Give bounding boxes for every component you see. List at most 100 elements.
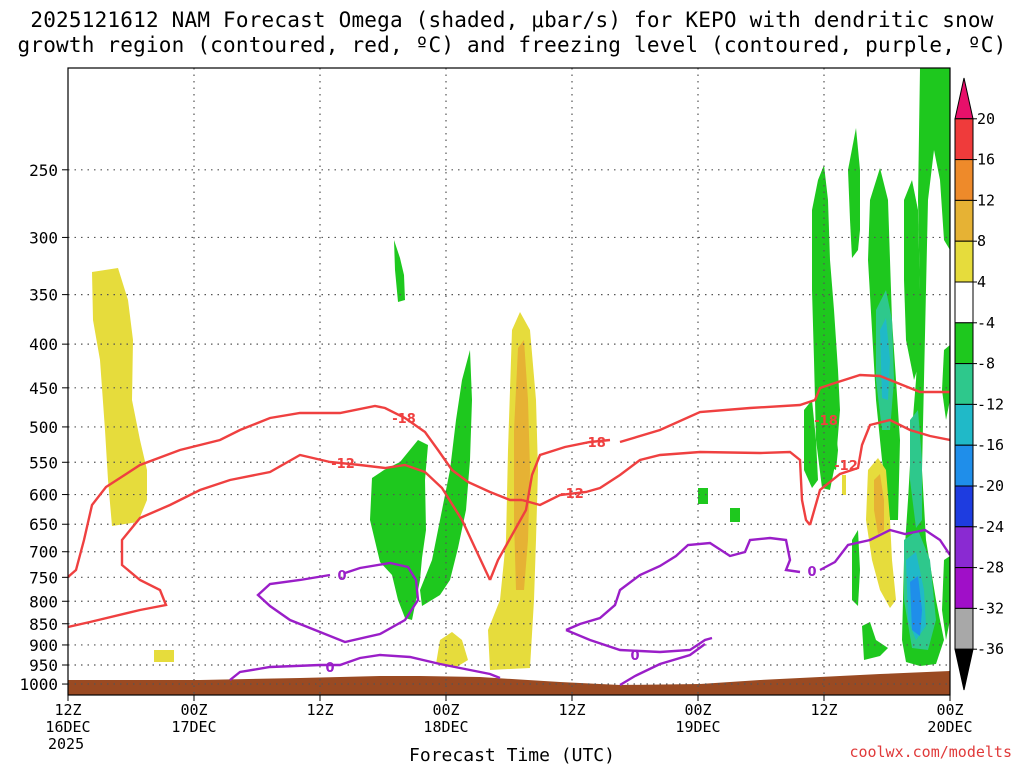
colorbar-label: 8 [977,232,986,250]
omega-shade-descent-9 [904,180,920,380]
contour-label: -12 [560,487,584,502]
y-tick-label: 350 [29,286,58,305]
omega-shade-descent-15 [942,345,950,420]
y-tick-label: 400 [29,335,58,354]
colorbar-segment [954,648,974,691]
y-tick-label: 1000 [19,675,58,694]
y-tick-label: 750 [29,568,58,587]
omega-shading [92,68,950,670]
omega-shade-descent-14 [862,622,888,660]
contour-label: 0 [807,565,816,580]
freezing-contour-5 [819,528,950,572]
omega-shade-ascent-2 [488,312,538,670]
freezing-contour-4 [565,628,713,654]
omega-shade-descent-6 [812,165,840,490]
omega-shade-ascent-3 [514,340,530,590]
y-tick-label: 550 [29,453,58,472]
freezing-contour-1 [256,561,420,644]
colorbar-segment [954,240,974,283]
terrain-fill [68,671,950,695]
omega-shade-descent-3 [420,350,472,606]
y-tick-label: 900 [29,636,58,655]
colorbar-segment [954,281,974,324]
y-tick-label: 600 [29,486,58,505]
colorbar-segment [954,199,974,242]
omega-shade-ascent-6 [874,474,884,534]
colorbar-label: -32 [977,599,1004,617]
x-tick-label: 16DEC [45,718,90,736]
colorbar: 20 16 12 8 4 -4 -8 -12 -16 -20 -24 -28 -32 -36 [954,77,1004,691]
colorbar-label: 4 [977,273,986,291]
red-isotherms [68,373,950,629]
x-tick-label: 00Z [180,701,207,719]
x-axis-label: Forecast Time (UTC) [409,745,615,766]
contour-label: -18 [392,412,416,427]
colorbar-label: -4 [977,314,995,332]
colorbar-label: -28 [977,559,1004,577]
colorbar-segment [954,363,974,405]
omega-shade-descent-7 [848,128,860,258]
omega-shade-strong-descent-2 [910,410,922,528]
contour-label: -12 [834,459,858,474]
y-tick-label: 700 [29,543,58,562]
contour-label: -12 [331,457,355,472]
isotherm-minus12-right [808,418,950,526]
colorbar-label: 12 [977,191,995,209]
x-tick-label: 12Z [558,701,585,719]
colorbar-label: -20 [977,477,1004,495]
y-tick-label: 250 [29,161,58,180]
colorbar-label: 16 [977,151,995,169]
isotherm-minus18-left [68,404,522,578]
y-axis: 250 300 350 400 450 500 550 600 650 700 750 800 850 9… [19,161,68,694]
isotherm-minus12-center [488,438,611,581]
freezing-contour-6 [619,643,706,687]
colorbar-segment [954,403,974,446]
omega-shade-descent-13 [852,530,860,606]
omega-shade-strongest-descent [910,576,922,636]
contour-labels: -18 -12 -12 -18 -12 -18 0 0 0 0 [325,412,858,676]
plot-frame [67,67,951,696]
y-tick-label: 450 [29,379,58,398]
y-tick-label: 800 [29,592,58,611]
x-tick-label: 00Z [432,701,459,719]
x-tick-label: 12Z [810,701,837,719]
purple-freezing-level [229,528,950,687]
freezing-contour-2 [229,653,501,681]
y-tick-label: 300 [29,228,58,247]
y-tick-label: 650 [29,515,58,534]
omega-shade-ascent-5 [866,458,896,608]
colorbar-segment [954,444,974,487]
colorbar-segment [954,159,974,201]
colorbar-segment [954,526,974,569]
omega-shade-ascent-4 [436,632,468,668]
freezing-contour-3 [565,536,801,632]
omega-shade-descent-16 [942,556,950,640]
x-tick-label: 00Z [936,701,963,719]
contour-label: 0 [325,661,334,676]
colorbar-segment [954,485,974,528]
colorbar-segment [954,118,974,161]
omega-shade-ascent-7 [842,475,846,495]
isotherm-minus18-top [619,373,950,444]
colorbar-segment [954,322,974,365]
isotherm-minus18-center [521,450,811,526]
x-tick-label: 18DEC [423,718,468,736]
y-tick-label: 500 [29,418,58,437]
credit-text: coolwx.com/modelts [849,743,1012,761]
contour-label: 0 [630,649,639,664]
omega-shade-descent-5 [730,508,740,522]
omega-shade-descent-10 [902,68,950,666]
x-tick-label: 17DEC [171,718,216,736]
contour-label: -18 [814,414,838,429]
omega-shade-descent-12 [828,416,838,470]
omega-shade-ascent-small [154,650,174,662]
x-tick-label: 00Z [684,701,711,719]
x-tick-label: 12Z [54,701,81,719]
grid-lines [68,68,950,695]
colorbar-segment [954,607,974,650]
colorbar-label: -24 [977,518,1004,536]
chart-title-line2: growth region (contoured, red, ºC) and f… [17,33,1007,57]
colorbar-segment [954,77,974,120]
colorbar-label: -16 [977,436,1004,454]
x-tick-label: 12Z [306,701,333,719]
